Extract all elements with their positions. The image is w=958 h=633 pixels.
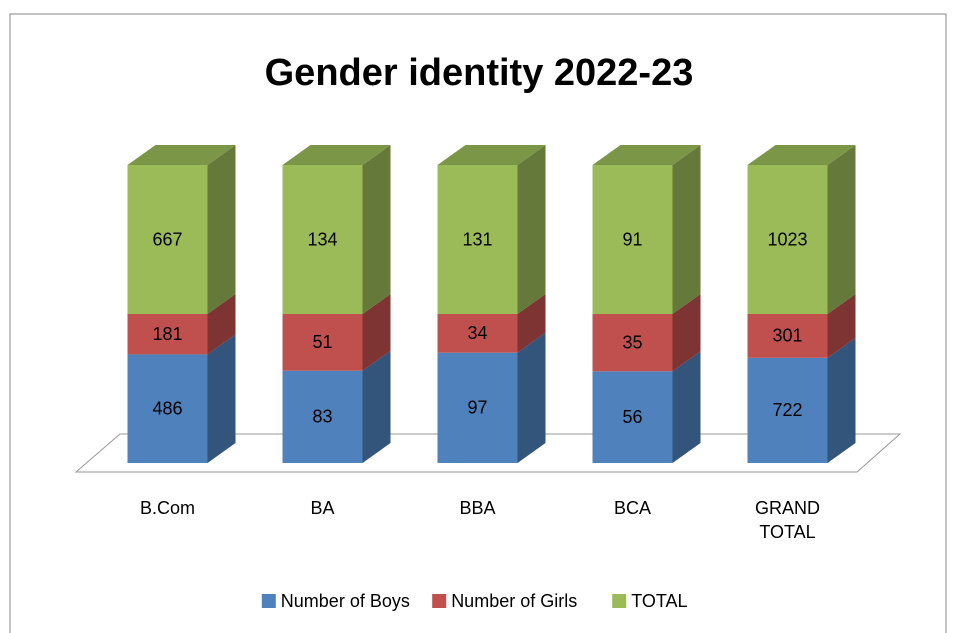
bar-side [827, 145, 856, 314]
bar [437, 314, 518, 353]
bar-side [362, 294, 391, 371]
bar [437, 165, 518, 314]
bar [747, 357, 828, 463]
data-label: 722 [772, 400, 802, 420]
data-label: 34 [467, 323, 487, 343]
x-tick-label: BA [310, 498, 335, 518]
legend-swatch [432, 594, 447, 608]
bar [127, 314, 208, 355]
bar-top [592, 145, 701, 165]
bar [592, 371, 673, 463]
data-label: 131 [462, 229, 492, 249]
bar-side [517, 294, 546, 353]
bar [127, 165, 208, 314]
bar [282, 314, 363, 371]
bar [747, 165, 828, 314]
data-label: 486 [152, 398, 182, 418]
x-tick-label: BCA [613, 498, 651, 518]
data-label: 134 [307, 229, 337, 249]
data-label: 181 [152, 324, 182, 344]
bar-top [282, 145, 391, 165]
bar-side [827, 294, 856, 358]
bar-side [362, 350, 391, 463]
data-label: 91 [622, 229, 642, 249]
bar-side [362, 145, 391, 314]
data-label: 301 [772, 326, 802, 346]
bar-side [207, 294, 236, 355]
x-tick-label: B.Com [139, 498, 195, 518]
bar-side [672, 145, 701, 314]
legend-label: Number of Boys [281, 591, 410, 611]
data-label: 56 [622, 407, 642, 427]
data-label: 1023 [767, 229, 807, 249]
bar-side [827, 337, 856, 463]
data-label: 35 [622, 332, 642, 352]
bar [127, 354, 208, 463]
data-label: 83 [312, 407, 332, 427]
chart-title: Gender identity 2022-23 [265, 52, 694, 94]
bar-side [207, 145, 236, 314]
bar [282, 370, 363, 463]
bar [592, 165, 673, 314]
bar-side [517, 332, 546, 463]
bar [747, 314, 828, 358]
legend-label: Number of Girls [451, 591, 577, 611]
x-tick-label: BBA [459, 498, 496, 518]
bar-side [517, 145, 546, 314]
x-tick-label: GRAND TOTAL [754, 498, 820, 542]
bar-side [672, 351, 701, 463]
bar-top [747, 145, 856, 165]
bar-top [127, 145, 236, 165]
legend-label: TOTAL [631, 591, 687, 611]
bar-side [207, 334, 236, 463]
legend-swatch [612, 594, 627, 608]
data-label: 667 [152, 229, 182, 249]
bar-side [672, 294, 701, 372]
data-label: 97 [467, 398, 487, 418]
bar [437, 352, 518, 463]
bar [592, 314, 673, 372]
legend-swatch [261, 594, 276, 608]
data-label: 51 [312, 332, 332, 352]
bar-top [437, 145, 546, 165]
bar [282, 165, 363, 314]
